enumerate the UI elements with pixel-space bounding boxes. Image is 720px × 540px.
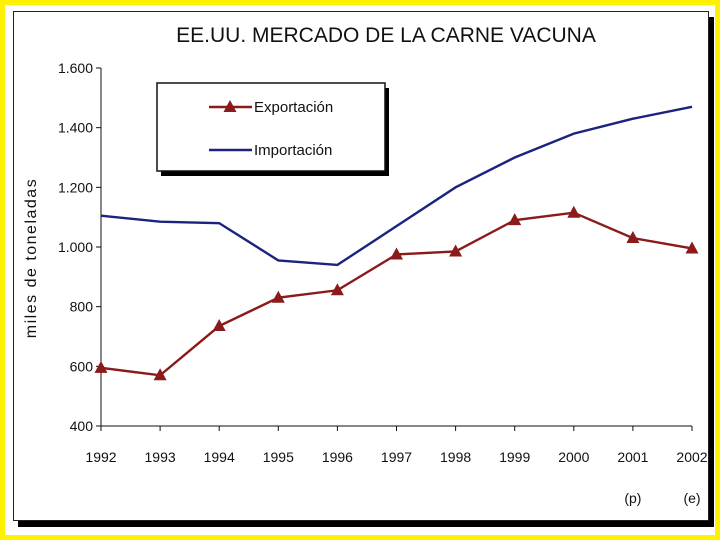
y-axis-label: miles de toneladas: [23, 178, 40, 338]
data-point-exportación: [567, 205, 581, 218]
y-tick-label: 1.400: [58, 120, 93, 136]
x-tick-note: (e): [683, 490, 700, 506]
legend-label: Exportación: [254, 99, 333, 116]
plot-area: 400 600 800 1.000 1.200 1.400 1.600 1992 1993 199…: [58, 60, 708, 506]
data-point-exportación: [449, 244, 463, 257]
chart: EE.UU. MERCADO DE LA CARNE VACUNA miles …: [23, 24, 708, 506]
data-point-exportación: [94, 360, 108, 373]
x-tick-label: 2001: [617, 449, 648, 465]
legend: Exportación Importación: [156, 82, 389, 176]
data-point-exportación: [153, 368, 167, 381]
chart-title: EE.UU. MERCADO DE LA CARNE VACUNA: [176, 24, 596, 47]
x-tick-label: 2002: [676, 449, 707, 465]
x-tick-label: 1997: [381, 449, 412, 465]
x-tick-label: 1992: [85, 449, 116, 465]
series-line-exportación: [100, 211, 693, 377]
data-point-exportación: [508, 213, 522, 226]
data-point-exportación: [685, 241, 699, 254]
data-point-exportación: [271, 290, 285, 303]
y-tick-label: 1.200: [58, 179, 93, 195]
x-tick-label: 2000: [558, 449, 589, 465]
chart-panel: EE.UU. MERCADO DE LA CARNE VACUNA miles …: [13, 11, 709, 521]
series-line-importación: [100, 105, 693, 267]
y-tick-label: 1.000: [58, 239, 93, 255]
legend-label: Importación: [254, 142, 332, 159]
legend-box: [156, 82, 386, 172]
data-point-exportación: [212, 319, 226, 332]
legend-marker-exportación: [223, 100, 237, 112]
x-tick-label: 1995: [263, 449, 294, 465]
data-point-exportación: [626, 231, 640, 244]
data-point-exportación: [390, 247, 403, 260]
x-tick-label: 1996: [322, 449, 353, 465]
data-point-exportación: [330, 283, 344, 296]
y-tick-label: 400: [70, 418, 94, 434]
y-tick-label: 600: [70, 358, 94, 374]
x-tick-label: 1998: [440, 449, 471, 465]
y-tick-label: 800: [70, 299, 94, 315]
y-tick-label: 1.600: [58, 60, 93, 76]
x-tick-label: 1999: [499, 449, 530, 465]
x-tick-note: (p): [624, 490, 641, 506]
x-tick-label: 1993: [145, 449, 176, 465]
x-tick-label: 1994: [204, 449, 235, 465]
